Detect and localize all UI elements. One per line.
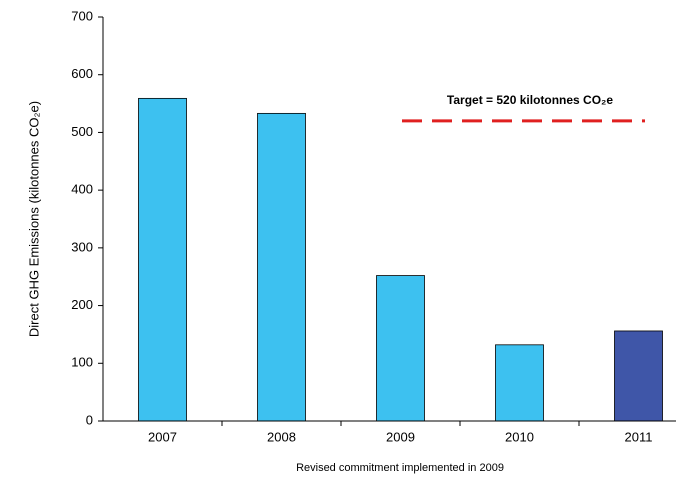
y-tick-label: 0 (86, 412, 93, 427)
x-tick-label: 2009 (386, 429, 415, 444)
bar (614, 330, 663, 422)
x-tick-label: 2008 (267, 429, 296, 444)
bar (376, 275, 425, 422)
x-tick-label: 2010 (505, 429, 534, 444)
y-tick-label: 500 (71, 124, 93, 139)
y-tick-label: 300 (71, 239, 93, 254)
y-tick-label: 200 (71, 297, 93, 312)
y-axis-label: Direct GHG Emissions (kilotonnes CO₂e) (26, 101, 41, 337)
bar (495, 344, 544, 422)
x-tick-label: 2007 (148, 429, 177, 444)
y-tick-label: 700 (71, 8, 93, 23)
y-tick-label: 400 (71, 182, 93, 197)
x-tick-label: 2011 (625, 429, 653, 444)
y-tick-label: 600 (71, 66, 93, 81)
y-tick-label: 100 (71, 355, 93, 370)
x-axis-label: Revised commitment implemented in 2009 (296, 462, 504, 474)
bar (257, 112, 306, 422)
target-label: Target = 520 kilotonnes CO₂e (447, 93, 613, 107)
bar (138, 97, 187, 422)
